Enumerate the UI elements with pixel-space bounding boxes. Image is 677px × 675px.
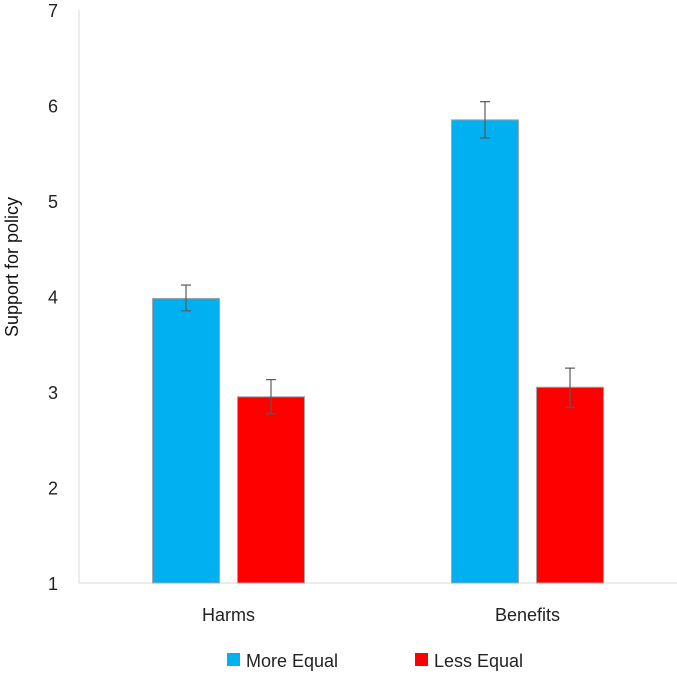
chart-container: 1 2 3 4 5 6 7 Harms Benefits Support for policy…	[0, 0, 677, 675]
legend-item-less-equal: Less Equal	[415, 651, 523, 671]
y-tick-label: 4	[48, 288, 58, 308]
y-tick-label: 5	[48, 192, 58, 212]
x-tick-label-harms: Harms	[202, 605, 255, 625]
y-tick-label: 1	[48, 574, 58, 594]
legend: More Equal Less Equal	[227, 651, 523, 671]
bars	[153, 120, 604, 583]
legend-swatch	[227, 653, 240, 666]
y-tick-label: 6	[48, 97, 58, 117]
legend-swatch	[415, 653, 428, 666]
bar-less-equal-benefits	[537, 387, 604, 583]
legend-label: More Equal	[246, 651, 338, 671]
x-tick-label-benefits: Benefits	[495, 605, 560, 625]
bar-more-equal-harms	[153, 298, 220, 583]
y-tick-label: 3	[48, 383, 58, 403]
y-tick-label: 7	[48, 1, 58, 21]
x-axis: Harms Benefits	[79, 583, 677, 625]
legend-label: Less Equal	[434, 651, 523, 671]
bar-less-equal-harms	[238, 397, 305, 583]
bar-chart: 1 2 3 4 5 6 7 Harms Benefits Support for policy…	[0, 0, 677, 675]
y-axis-title: Support for policy	[2, 197, 22, 337]
y-tick-label: 2	[48, 479, 58, 499]
bar-more-equal-benefits	[452, 120, 519, 583]
legend-item-more-equal: More Equal	[227, 651, 338, 671]
y-axis: 1 2 3 4 5 6 7	[48, 1, 79, 594]
